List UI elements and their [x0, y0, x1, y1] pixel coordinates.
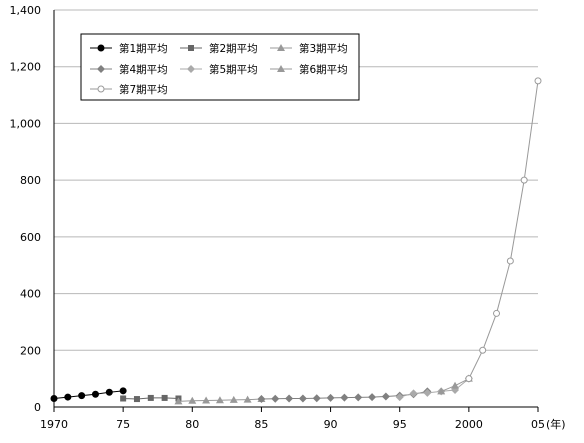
data-point: [520, 176, 528, 184]
legend-item: 第1期平均: [90, 42, 168, 55]
legend-item: 第7期平均: [90, 83, 168, 96]
series-5: [395, 374, 473, 402]
data-point: [64, 393, 72, 401]
x-tick-label: 85: [254, 418, 268, 431]
data-point: [215, 396, 224, 404]
series-line: [468, 80, 539, 379]
y-tick-label: 800: [20, 174, 41, 187]
x-tick-label: 75: [116, 418, 130, 431]
data-point: [493, 309, 501, 317]
data-point: [423, 388, 432, 397]
data-point: [91, 390, 99, 398]
data-point: [285, 394, 294, 403]
y-tick-label: 600: [20, 231, 41, 244]
legend-swatch-marker: [188, 45, 194, 51]
data-point: [271, 394, 280, 403]
legend-swatch-marker: [97, 44, 105, 52]
data-point: [534, 77, 542, 85]
x-tick-label: 95: [393, 418, 407, 431]
legend-swatch-marker: [277, 65, 285, 72]
y-tick-label: 1,400: [10, 4, 42, 17]
data-point: [257, 395, 266, 404]
data-point: [506, 257, 514, 265]
legend-label: 第5期平均: [209, 63, 258, 76]
series-layer: [50, 77, 542, 405]
legend-item: 第4期平均: [90, 63, 168, 76]
y-tick-label: 1,000: [10, 117, 42, 130]
data-point: [381, 392, 390, 401]
legend-item: 第2期平均: [180, 42, 258, 55]
data-point: [326, 393, 335, 402]
axis-layer: 0 200 400 600 800 1,000 1,200 1,400 1970 75 80 85 90…: [10, 4, 566, 431]
data-point: [202, 396, 211, 404]
legend-label: 第7期平均: [119, 83, 168, 96]
y-tick-label: 0: [34, 401, 41, 414]
data-point: [451, 381, 460, 389]
y-tick-label: 200: [20, 344, 41, 357]
series-3: [174, 395, 266, 405]
legend-label: 第2期平均: [209, 42, 258, 55]
x-tick-label: 2000: [455, 418, 483, 431]
data-point: [133, 396, 140, 403]
x-tick-label: 90: [324, 418, 338, 431]
legend-swatch-marker: [97, 85, 105, 93]
legend-label: 第1期平均: [119, 42, 168, 55]
data-point: [312, 394, 321, 403]
data-point: [188, 396, 197, 404]
legend-swatch-marker: [277, 44, 285, 51]
x-unit-label: (年): [546, 417, 566, 431]
series-2: [120, 394, 182, 403]
data-point: [479, 346, 487, 354]
data-point: [161, 394, 168, 401]
x-tick-label: 05: [531, 418, 545, 431]
legend-swatch-marker: [187, 65, 195, 73]
legend-item: 第6期平均: [270, 63, 348, 76]
data-point: [147, 394, 154, 401]
legend-label: 第4期平均: [119, 63, 168, 76]
y-tick-label: 1,200: [10, 61, 42, 74]
data-point: [78, 392, 86, 400]
data-point: [105, 388, 113, 396]
legend-item: 第3期平均: [270, 42, 348, 55]
x-tick-label: 1970: [40, 418, 68, 431]
data-point: [120, 395, 127, 402]
data-point: [243, 395, 252, 403]
legend-label: 第3期平均: [299, 42, 348, 55]
data-point: [368, 393, 377, 402]
data-point: [437, 387, 446, 395]
legend-swatch-marker: [97, 65, 105, 73]
data-point: [174, 397, 183, 405]
data-point: [298, 394, 307, 403]
legend-box: [80, 33, 360, 101]
legend-label: 第6期平均: [299, 63, 348, 76]
series-7: [465, 77, 542, 383]
data-point: [119, 387, 127, 395]
data-point: [465, 375, 473, 383]
data-point: [229, 395, 238, 403]
data-point: [395, 393, 404, 402]
series-1: [50, 387, 127, 402]
data-point: [409, 389, 418, 398]
y-tick-label: 400: [20, 288, 41, 301]
data-point: [340, 393, 349, 402]
data-point: [354, 393, 363, 402]
legend-item: 第5期平均: [180, 63, 258, 76]
x-tick-label: 80: [185, 418, 199, 431]
